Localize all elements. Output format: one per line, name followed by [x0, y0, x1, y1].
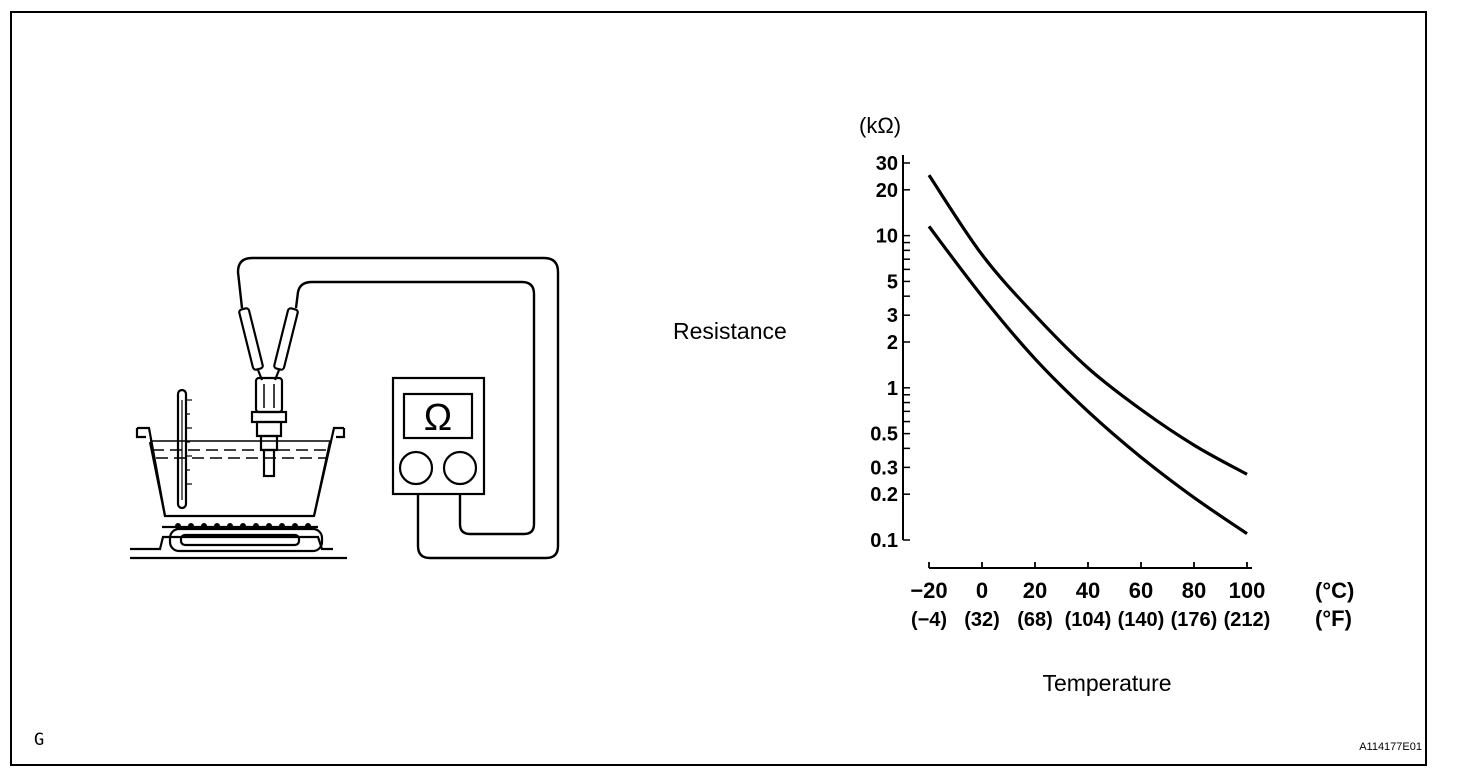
ohm-symbol: Ω: [424, 397, 452, 439]
figure-frame: [10, 11, 1427, 766]
y-tick-label: 3: [887, 305, 898, 327]
y-unit-label: (kΩ): [859, 113, 901, 138]
thermometer: [176, 388, 192, 510]
x-tick-label-celsius: 80: [1182, 578, 1206, 603]
x-tick-label-fahrenheit: (32): [964, 609, 1000, 631]
y-tick-label: 20: [876, 180, 898, 202]
x-tick-label-celsius: 20: [1023, 578, 1047, 603]
tester-probes: [238, 307, 299, 381]
x-tick-label-fahrenheit: (104): [1065, 609, 1112, 631]
y-tick-label: 0.5: [870, 424, 898, 446]
y-axis-ticks: [903, 162, 910, 541]
x-tick-label-celsius: 40: [1076, 578, 1100, 603]
x-tick-label-fahrenheit: (176): [1171, 609, 1218, 631]
x-tick-label-fahrenheit: (−4): [911, 609, 947, 631]
resistance-chart: Resistance (kΩ) 30 20 10 5 3 2 1 0.5 0.3 0.2 0.1 −…: [673, 113, 1354, 696]
test-leads: [236, 256, 560, 560]
x-tick-label-fahrenheit: (212): [1224, 609, 1271, 631]
y-axis-tick-labels: 30 20 10 5 3 2 1 0.5 0.3 0.2 0.1: [870, 153, 898, 552]
x-tick-label-celsius: 100: [1229, 578, 1266, 603]
temperature-sensor: [250, 376, 288, 478]
x-tick-label-celsius: 0: [976, 578, 988, 603]
x-tick-label-celsius: −20: [910, 578, 947, 603]
lower-resistance-curve: [927, 225, 1248, 536]
resistance-curves: [927, 174, 1248, 536]
y-tick-label: 1: [887, 378, 898, 400]
x-unit-fahrenheit: (°F): [1315, 606, 1352, 631]
y-tick-label: 30: [876, 153, 898, 175]
y-tick-label: 0.1: [870, 530, 898, 552]
y-tick-label: 0.2: [870, 484, 898, 506]
y-tick-label: 10: [876, 226, 898, 248]
stove-burner: [130, 523, 347, 560]
upper-resistance-curve: [927, 174, 1248, 476]
x-axis-celsius-labels: −20 0 20 40 60 80 100: [910, 578, 1265, 603]
x-tick-label-fahrenheit: (68): [1017, 609, 1053, 631]
x-axis-title: Temperature: [1042, 670, 1171, 696]
y-tick-label: 2: [887, 332, 898, 354]
ohmmeter: [391, 376, 486, 496]
x-axis-fahrenheit-labels: (−4) (32) (68) (104) (140) (176) (212): [911, 609, 1270, 631]
x-axis-ticks: [928, 562, 1248, 568]
figure-id: A114177E01: [1359, 741, 1422, 753]
y-tick-label: 5: [887, 271, 898, 293]
y-axis-title: Resistance: [673, 318, 787, 344]
water-bath-pot: [135, 426, 346, 518]
corner-code: G: [34, 730, 45, 750]
test-setup-illustration: [130, 256, 560, 560]
x-tick-label-fahrenheit: (140): [1118, 609, 1165, 631]
x-unit-celsius: (°C): [1315, 578, 1354, 603]
y-tick-label: 0.3: [870, 457, 898, 479]
x-tick-label-celsius: 60: [1129, 578, 1153, 603]
